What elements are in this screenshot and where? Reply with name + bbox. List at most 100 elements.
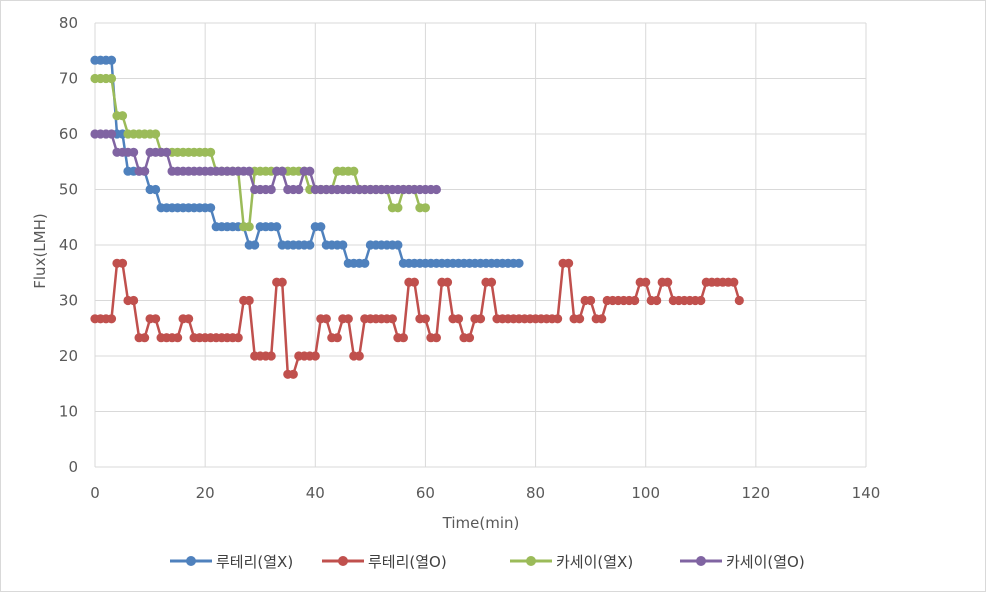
series-line — [95, 132, 437, 191]
data-point — [734, 295, 744, 306]
data-point — [387, 314, 397, 324]
series-3 — [90, 129, 441, 195]
data-point — [409, 277, 419, 287]
data-point — [343, 314, 353, 324]
data-point — [420, 203, 430, 213]
data-point — [106, 73, 117, 84]
data-point — [393, 203, 403, 213]
data-point — [117, 111, 128, 121]
data-point — [129, 295, 139, 306]
data-point — [206, 203, 216, 213]
y-tick-label: 50 — [59, 181, 78, 199]
data-point — [420, 314, 430, 324]
legend-item: 루테리(열X) — [170, 553, 293, 571]
data-point — [453, 314, 464, 324]
data-point — [575, 314, 585, 324]
x-tick-label: 20 — [196, 484, 215, 502]
data-point — [338, 240, 348, 250]
data-point — [729, 277, 739, 287]
data-point — [244, 166, 254, 176]
legend-label: 카세이(열X) — [556, 553, 633, 571]
y-tick-label: 0 — [68, 458, 78, 476]
y-tick-labels: 0 10 20 30 40 50 60 70 80 — [59, 14, 78, 476]
data-point — [140, 166, 150, 176]
data-point — [475, 314, 486, 324]
data-point — [184, 314, 194, 324]
legend-swatch-marker — [526, 556, 536, 566]
data-point — [206, 147, 216, 157]
data-point — [272, 222, 282, 232]
data-point — [244, 295, 254, 306]
y-tick-label: 20 — [59, 347, 78, 365]
x-tick-label: 80 — [526, 484, 545, 502]
x-tick-label: 100 — [631, 484, 660, 502]
legend-swatch-marker — [696, 556, 706, 566]
legend-item: 카세이(열O) — [680, 553, 805, 571]
legend-swatch-marker — [186, 556, 196, 566]
y-tick-label: 10 — [59, 403, 78, 421]
data-point — [663, 277, 673, 287]
legend-swatch-marker — [338, 556, 348, 566]
data-point — [316, 222, 326, 232]
x-tick-labels: 0 20 40 60 80 100 120 140 — [90, 484, 880, 502]
x-axis-title: Time(min) — [442, 514, 520, 532]
x-tick-label: 0 — [90, 484, 100, 502]
data-point — [250, 240, 260, 250]
data-point — [140, 333, 150, 343]
data-point — [266, 351, 276, 361]
data-point — [305, 166, 315, 176]
y-tick-label: 60 — [59, 125, 78, 143]
legend-label: 루테리(열O) — [368, 553, 447, 571]
data-point — [431, 184, 441, 195]
data-point — [151, 129, 161, 139]
y-tick-label: 40 — [59, 236, 78, 254]
legend-label: 루테리(열X) — [216, 553, 293, 571]
data-point — [464, 333, 475, 343]
data-point — [442, 277, 453, 287]
data-point — [321, 314, 331, 324]
data-point — [106, 314, 117, 324]
data-point — [277, 277, 287, 287]
data-point — [244, 222, 254, 232]
data-point — [151, 184, 161, 195]
data-point — [294, 184, 304, 195]
data-point — [630, 295, 640, 306]
data-point — [349, 166, 359, 176]
series-1 — [90, 258, 744, 379]
y-tick-label: 70 — [59, 70, 78, 88]
data-point — [586, 295, 596, 306]
data-point — [310, 351, 320, 361]
series-line — [95, 77, 426, 228]
data-point — [564, 258, 574, 268]
data-point — [106, 55, 117, 65]
data-point — [233, 333, 243, 343]
y-axis-title: Flux(LMH) — [31, 213, 49, 288]
data-point — [597, 314, 607, 324]
data-point — [266, 184, 276, 195]
series-2 — [90, 73, 430, 232]
grid-lines — [94, 22, 867, 468]
x-tick-label: 40 — [306, 484, 325, 502]
data-point — [354, 351, 364, 361]
series-0 — [90, 55, 524, 268]
data-point — [393, 240, 403, 250]
data-point — [288, 369, 298, 379]
legend-item: 루테리(열O) — [322, 553, 447, 571]
x-tick-label: 60 — [416, 484, 435, 502]
data-point — [173, 333, 183, 343]
data-point — [277, 166, 287, 176]
data-point — [486, 277, 497, 287]
data-point — [129, 147, 139, 157]
x-tick-label: 120 — [742, 484, 771, 502]
data-point — [696, 295, 706, 306]
y-tick-label: 80 — [59, 14, 78, 32]
legend-item: 카세이(열X) — [510, 553, 633, 571]
data-point — [398, 333, 408, 343]
data-point — [332, 333, 342, 343]
data-point — [553, 314, 563, 324]
series-lines — [90, 55, 744, 379]
legend: 루테리(열X) 루테리(열O) 카세이(열X) 카세이(열O) — [170, 553, 805, 571]
data-point — [106, 129, 117, 139]
data-point — [117, 258, 128, 268]
